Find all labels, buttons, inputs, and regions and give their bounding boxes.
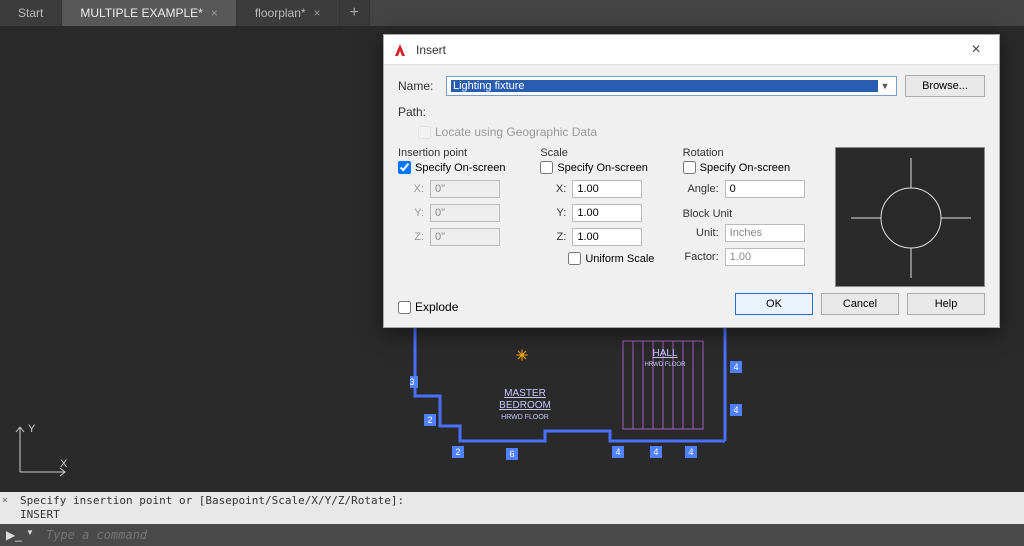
insertion-x-label: X:: [398, 183, 424, 195]
geo-checkbox: [418, 126, 431, 139]
dialog-titlebar[interactable]: Insert ×: [384, 35, 999, 65]
tab-bar: Start MULTIPLE EXAMPLE* × floorplan* × +: [0, 0, 1024, 26]
scale-z-input[interactable]: [572, 228, 642, 246]
svg-text:Y: Y: [28, 423, 36, 435]
blockunit-title: Block Unit: [683, 208, 825, 220]
add-tab-button[interactable]: +: [340, 0, 370, 26]
floorplan-drawing: MASTER BEDROOM HRWD FLOOR HALL HRWD FLOO…: [410, 306, 750, 466]
explode-checkbox[interactable]: [398, 301, 411, 314]
history-line: INSERT: [20, 508, 1018, 522]
browse-button[interactable]: Browse...: [905, 75, 985, 97]
command-prompt-icon: ▶_: [6, 528, 20, 542]
insertion-specify-label: Specify On-screen: [415, 162, 505, 174]
tab-start[interactable]: Start: [0, 0, 62, 26]
close-icon[interactable]: ×: [961, 41, 991, 59]
scale-title: Scale: [540, 147, 682, 159]
angle-label: Angle:: [683, 183, 719, 195]
close-icon[interactable]: ×: [2, 494, 14, 506]
rotation-specify-checkbox[interactable]: [683, 161, 696, 174]
autocad-logo-icon: [392, 42, 408, 58]
angle-input[interactable]: [725, 180, 805, 198]
close-icon[interactable]: ×: [211, 6, 218, 20]
insertion-x-input: [430, 180, 500, 198]
svg-text:4: 4: [733, 405, 738, 415]
cancel-button[interactable]: Cancel: [821, 293, 899, 315]
name-dropdown[interactable]: Lighting fixture ▼: [446, 76, 897, 96]
svg-text:2: 2: [427, 415, 432, 425]
block-preview: [835, 147, 985, 287]
command-input[interactable]: [46, 528, 1018, 542]
help-button[interactable]: Help: [907, 293, 985, 315]
svg-text:2: 2: [455, 447, 460, 457]
ok-button[interactable]: OK: [735, 293, 813, 315]
insertion-y-input: [430, 204, 500, 222]
chevron-down-icon[interactable]: ▼: [26, 528, 40, 542]
command-history: × Specify insertion point or [Basepoint/…: [0, 492, 1024, 524]
rotation-title: Rotation: [683, 147, 825, 159]
uniform-scale-checkbox[interactable]: [568, 252, 581, 265]
unit-label: Unit:: [683, 227, 719, 239]
insertion-z-input: [430, 228, 500, 246]
insertion-z-label: Z:: [398, 231, 424, 243]
svg-text:4: 4: [733, 362, 738, 372]
explode-label: Explode: [415, 300, 458, 314]
tab-floorplan[interactable]: floorplan* ×: [237, 0, 340, 26]
scale-z-label: Z:: [540, 231, 566, 243]
unit-input: [725, 224, 805, 242]
tab-label: MULTIPLE EXAMPLE*: [80, 6, 202, 20]
svg-text:6: 6: [509, 449, 514, 459]
chevron-down-icon[interactable]: ▼: [878, 81, 892, 91]
history-line: Specify insertion point or [Basepoint/Sc…: [20, 494, 1018, 508]
svg-text:BEDROOM: BEDROOM: [499, 400, 551, 411]
scale-specify-label: Specify On-screen: [557, 162, 647, 174]
uniform-scale-label: Uniform Scale: [585, 253, 654, 265]
name-dropdown-value: Lighting fixture: [451, 80, 878, 92]
scale-x-input[interactable]: [572, 180, 642, 198]
scale-y-label: Y:: [540, 207, 566, 219]
scale-specify-checkbox[interactable]: [540, 161, 553, 174]
tab-label: Start: [18, 6, 43, 20]
insert-dialog: Insert × Name: Lighting fixture ▼ Browse…: [383, 34, 1000, 328]
svg-text:X: X: [60, 458, 68, 470]
scale-x-label: X:: [540, 183, 566, 195]
svg-text:HRWD FLOOR: HRWD FLOOR: [645, 362, 687, 368]
name-label: Name:: [398, 79, 438, 93]
geo-label: Locate using Geographic Data: [435, 125, 597, 139]
svg-text:HALL: HALL: [652, 348, 677, 359]
tab-label: floorplan*: [255, 6, 306, 20]
svg-text:4: 4: [688, 447, 693, 457]
svg-text:MASTER: MASTER: [504, 388, 546, 399]
insertion-title: Insertion point: [398, 147, 540, 159]
svg-text:HRWD FLOOR: HRWD FLOOR: [501, 414, 549, 421]
command-line[interactable]: ▶_ ▼: [0, 524, 1024, 546]
scale-y-input[interactable]: [572, 204, 642, 222]
rotation-specify-label: Specify On-screen: [700, 162, 790, 174]
factor-input: [725, 248, 805, 266]
svg-text:4: 4: [653, 447, 658, 457]
ucs-icon: Y X: [10, 422, 70, 482]
dialog-title: Insert: [416, 43, 961, 57]
factor-label: Factor:: [683, 251, 719, 263]
tab-multiple-example[interactable]: MULTIPLE EXAMPLE* ×: [62, 0, 237, 26]
close-icon[interactable]: ×: [314, 6, 321, 20]
svg-text:3: 3: [410, 377, 415, 387]
plus-icon: +: [350, 4, 359, 22]
insertion-y-label: Y:: [398, 207, 424, 219]
path-label: Path:: [398, 105, 985, 119]
svg-text:4: 4: [615, 447, 620, 457]
insertion-specify-checkbox[interactable]: [398, 161, 411, 174]
